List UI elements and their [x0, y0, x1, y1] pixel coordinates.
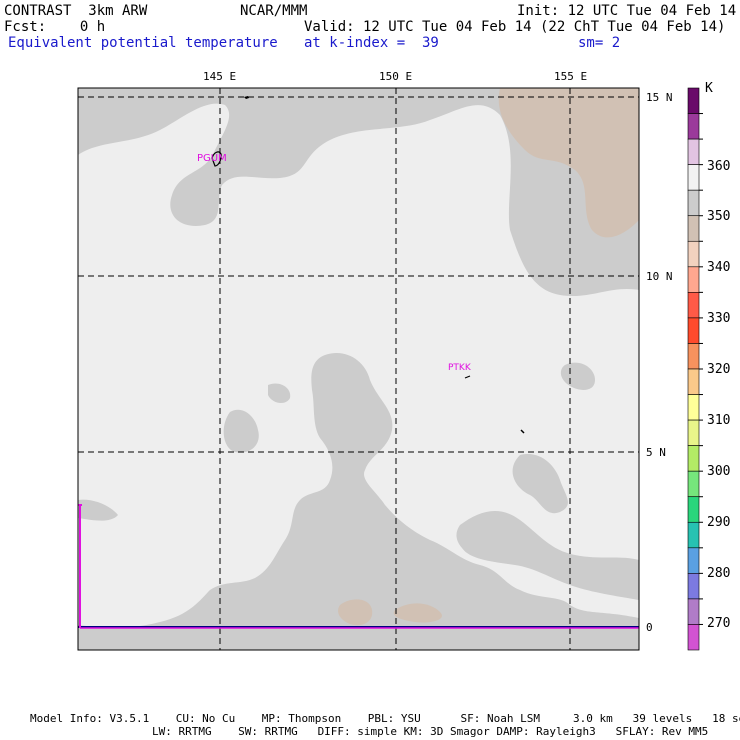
colorbar-swatch: [687, 189, 700, 217]
colorbar-label-350: 350: [707, 209, 731, 224]
colorbar-swatch: [687, 113, 700, 140]
field-gray-left: [223, 409, 259, 453]
chuuk-island: [464, 375, 471, 379]
field-tan-patch-1: [338, 599, 373, 626]
lat-label-15: 15 N: [646, 91, 673, 104]
colorbar-swatch: [687, 470, 700, 498]
colorbar-swatch: [687, 164, 700, 191]
graticule: [78, 88, 639, 650]
colorbar-swatch: [687, 394, 700, 421]
field-gray-right-lower: [456, 510, 639, 600]
colorbar-swatch: [687, 138, 700, 165]
field-tan-region: [498, 88, 639, 238]
smoothing-label: sm= 2: [578, 35, 621, 51]
map-field: [78, 88, 639, 650]
field-tan-patch-2: [393, 603, 442, 623]
colorbar-label-290: 290: [707, 515, 731, 530]
island-north: [244, 96, 249, 99]
valid-time: Valid: 12 UTC Tue 04 Feb 14 (22 ChT Tue …: [304, 19, 726, 35]
field-gray-left3: [268, 383, 291, 404]
colorbar-label-270: 270: [707, 616, 731, 631]
lon-label-145: 145 E: [203, 70, 237, 83]
colorbar-swatch: [687, 573, 700, 600]
colorbar-label-280: 280: [707, 566, 731, 581]
level-label: at k-index = 39: [304, 35, 439, 51]
colorbar-swatch: [687, 266, 700, 293]
colorbar-unit: K: [705, 81, 713, 96]
field-gray-right: [512, 454, 568, 514]
colorbar-swatch: [687, 87, 700, 114]
forecast-hour: Fcst: 0 h: [4, 19, 106, 35]
colorbar-label-320: 320: [707, 362, 731, 377]
colorbar: [687, 87, 703, 651]
colorbar-swatch: [687, 317, 700, 344]
model-title: CONTRAST 3km ARW: [4, 3, 148, 19]
colorbar-swatch: [687, 547, 700, 574]
lat-label-5: 5 N: [646, 446, 666, 459]
colorbar-swatch: [687, 343, 700, 370]
colorbar-label-310: 310: [707, 413, 731, 428]
colorbar-swatch: [687, 419, 700, 446]
station-label-pgum: PGUM: [197, 153, 227, 164]
field-name: Equivalent potential temperature: [8, 35, 278, 51]
colorbar-swatch: [687, 215, 700, 242]
model-info-line2: LW: RRTMG SW: RRTMG DIFF: simple KM: 3D …: [152, 725, 709, 738]
model-info-line1: Model Info: V3.5.1 CU: No Cu MP: Thompso…: [30, 712, 740, 725]
lon-label-155: 155 E: [554, 70, 588, 83]
colorbar-swatch: [687, 240, 700, 268]
colorbar-swatch: [687, 521, 700, 549]
lat-label-0: 0: [646, 621, 653, 634]
init-time: Init: 12 UTC Tue 04 Feb 14: [517, 3, 737, 19]
lat-label-10: 10 N: [646, 270, 673, 283]
island-east: [520, 429, 525, 434]
colorbar-label-360: 360: [707, 159, 731, 174]
colorbar-swatch: [687, 292, 700, 319]
center-label: NCAR/MMM: [240, 3, 308, 19]
colorbar-swatch: [687, 368, 700, 395]
field-gray-small: [560, 362, 595, 390]
colorbar-label-330: 330: [707, 311, 731, 326]
lon-label-150: 150 E: [379, 70, 413, 83]
colorbar-label-340: 340: [707, 260, 731, 275]
field-gray-left2: [78, 499, 118, 521]
field-gray-center: [78, 352, 639, 650]
colorbar-swatch: [687, 445, 700, 472]
colorbar-swatch: [687, 624, 700, 651]
colorbar-label-300: 300: [707, 464, 731, 479]
station-label-ptkk: PTKK: [448, 363, 472, 373]
guam-island: [211, 151, 222, 167]
colorbar-swatch: [687, 496, 700, 523]
colorbar-swatch: [687, 598, 700, 625]
map-frame: [77, 87, 640, 651]
